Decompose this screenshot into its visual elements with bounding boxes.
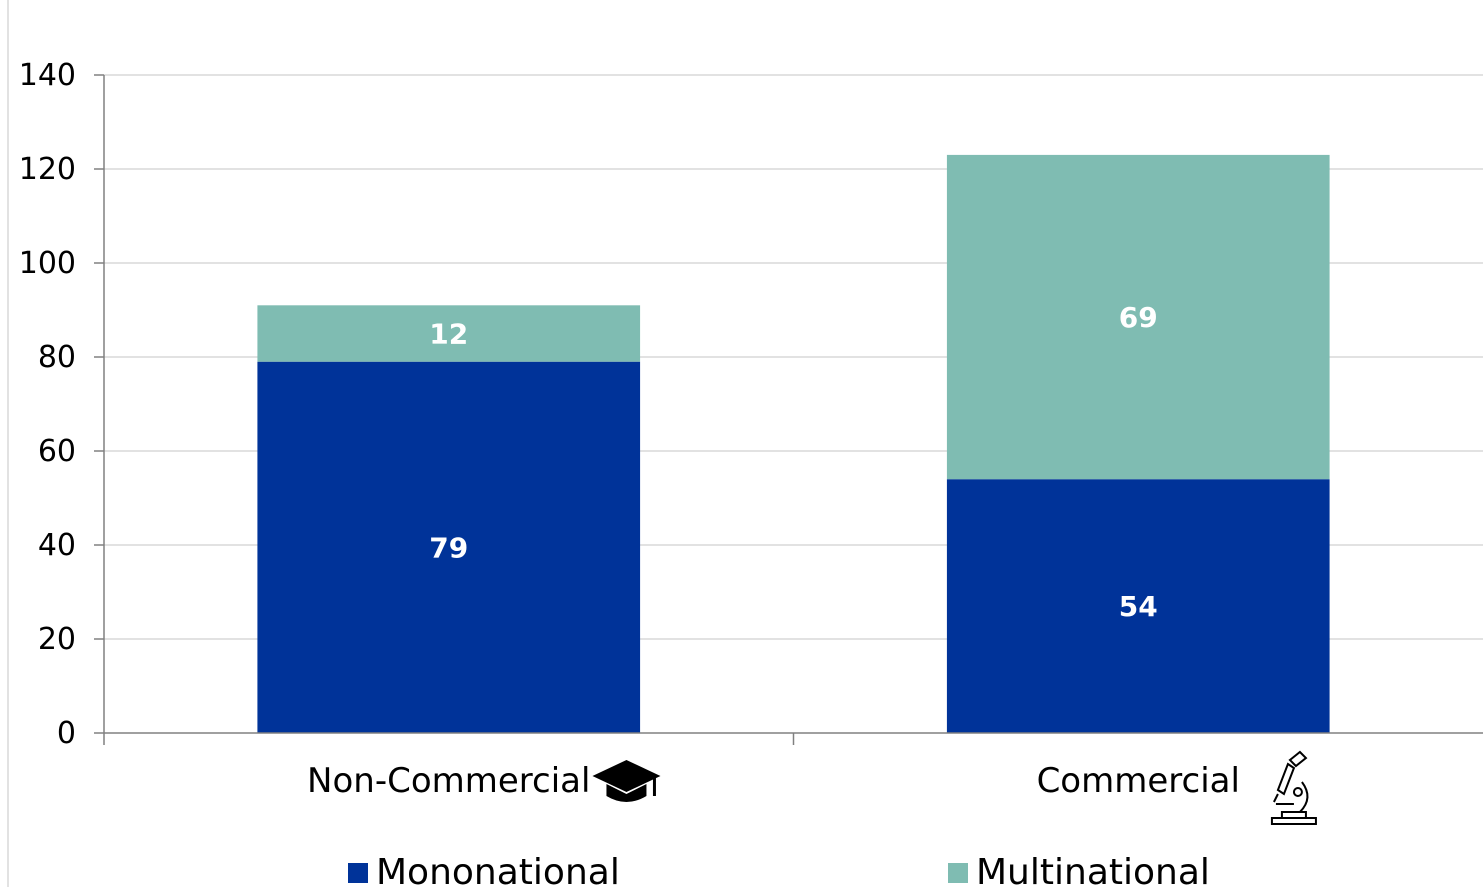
y-tick-label-100: 100 xyxy=(19,246,76,281)
y-tick-label-140: 140 xyxy=(19,58,76,93)
legend-label-mononational: Mononational xyxy=(376,852,620,887)
bar-multinational-1 xyxy=(946,154,1330,480)
category-icons xyxy=(592,750,1317,825)
legend-label-multinational: Multinational xyxy=(976,852,1210,887)
legend-swatch-multinational xyxy=(948,863,968,883)
bar-mononational-0 xyxy=(257,361,641,733)
y-tick-label-120: 120 xyxy=(19,152,76,187)
y-tick-label-60: 60 xyxy=(38,434,76,469)
x-category-label-0: Non-Commercial xyxy=(307,761,590,801)
legend-swatch-mononational xyxy=(348,863,368,883)
data-label-mononational-0: 79 xyxy=(429,531,468,564)
y-tick-label-40: 40 xyxy=(38,528,76,563)
graduation-cap-icon xyxy=(592,760,661,802)
y-tick-label-0: 0 xyxy=(57,716,76,751)
microscope-icon xyxy=(1270,750,1317,825)
x-category-label-1: Commercial xyxy=(1037,761,1240,801)
y-axis: 0 20 40 60 80 100 120 140 xyxy=(19,58,105,751)
data-label-multinational-0: 12 xyxy=(429,318,468,351)
y-tick-label-20: 20 xyxy=(38,622,76,657)
bar-multinational-0 xyxy=(257,305,641,362)
legend: Mononational Multinational xyxy=(348,852,1210,887)
y-tick-label-80: 80 xyxy=(38,340,76,375)
data-label-mononational-1: 54 xyxy=(1119,590,1158,623)
x-axis: Non-Commercial Commercial xyxy=(103,732,1483,801)
bar-mononational-1 xyxy=(946,479,1330,733)
data-labels: 79 12 54 69 xyxy=(429,301,1157,623)
data-label-multinational-1: 69 xyxy=(1119,301,1158,334)
bars xyxy=(257,154,1330,733)
